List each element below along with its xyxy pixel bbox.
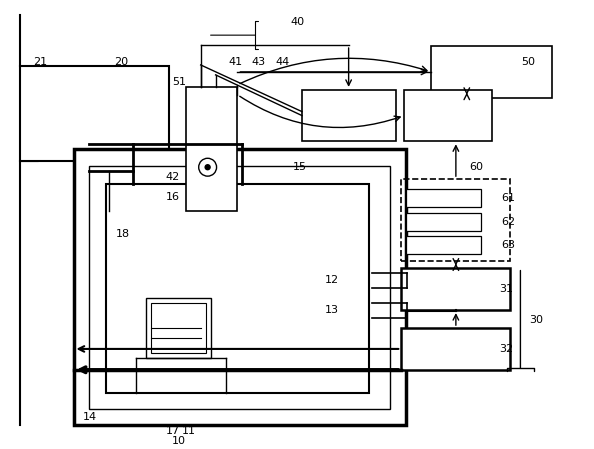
Bar	[402, 179, 510, 260]
Bar	[20, 66, 38, 161]
Text: 10: 10	[172, 436, 186, 446]
Text: 50: 50	[522, 57, 535, 67]
Bar	[402, 269, 510, 310]
Bar	[406, 189, 481, 207]
Text: 43: 43	[251, 57, 266, 67]
Bar	[20, 66, 169, 98]
Bar	[20, 129, 169, 161]
Bar	[20, 98, 169, 129]
Bar	[302, 90, 396, 141]
Circle shape	[205, 165, 210, 170]
Bar	[431, 46, 552, 98]
Bar	[406, 236, 481, 254]
Bar	[405, 90, 492, 141]
Bar	[146, 298, 211, 358]
Text: 62: 62	[501, 217, 516, 227]
Text: 40: 40	[291, 17, 305, 27]
Bar	[90, 166, 390, 409]
Text: 60: 60	[470, 162, 484, 172]
Text: 14: 14	[83, 413, 97, 423]
Bar	[74, 150, 406, 425]
Text: 51: 51	[172, 77, 186, 87]
Text: 13: 13	[325, 305, 339, 315]
Text: 17: 17	[166, 427, 180, 436]
Bar	[406, 213, 481, 231]
Text: 11: 11	[182, 427, 196, 436]
Text: 63: 63	[501, 240, 516, 250]
Text: 44: 44	[275, 57, 289, 67]
Bar	[186, 87, 238, 211]
Bar	[151, 303, 206, 353]
Text: 42: 42	[166, 172, 180, 182]
Text: 21: 21	[33, 57, 47, 67]
Text: 41: 41	[228, 57, 242, 67]
Text: 15: 15	[293, 162, 307, 172]
Bar	[106, 184, 369, 392]
Text: 31: 31	[500, 284, 514, 295]
Text: 61: 61	[501, 193, 516, 203]
Text: 20: 20	[114, 57, 128, 67]
Bar	[402, 328, 510, 370]
Text: 32: 32	[500, 344, 514, 354]
Text: 16: 16	[166, 192, 180, 202]
Text: 18: 18	[116, 229, 130, 239]
Text: 30: 30	[529, 315, 544, 325]
Text: 12: 12	[325, 275, 339, 286]
Bar	[20, 66, 169, 161]
